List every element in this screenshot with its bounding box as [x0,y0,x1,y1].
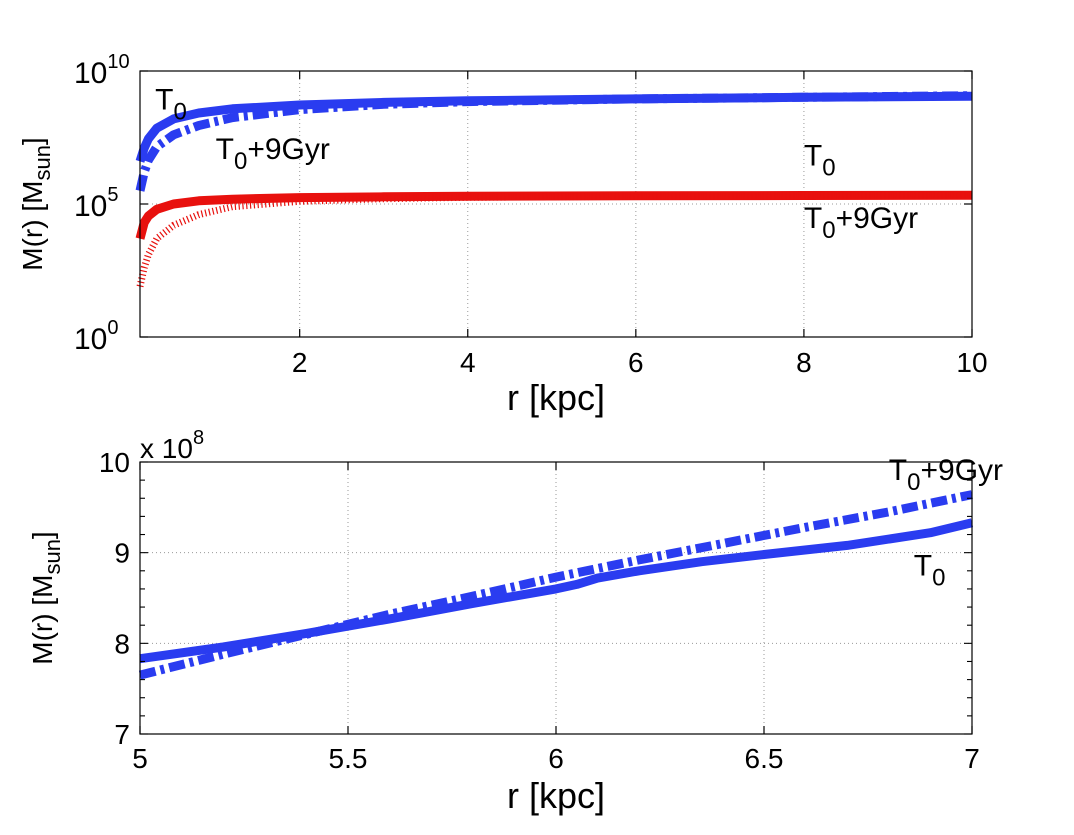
top-annotation-3: T0+9Gyr [804,202,918,244]
bottom-y-tick-label-2: 9 [114,538,130,569]
bottom-y-tick-label-0: 7 [114,719,130,750]
bottom-x-tick-label-3: 6.5 [745,743,784,774]
bottom-x-tick-labels: 5 5.5 6 6.5 7 [132,743,980,774]
top-annotation-2: T0 [804,139,836,181]
top-series [135,91,973,288]
top-panel: 2 4 6 8 10 100 105 1010 T0 T0+9Gyr T0 T0+9Gyr r [… [17,51,988,418]
bottom-y-tick-label-1: 8 [114,628,130,659]
top-y-tick-label-2: 1010 [74,51,130,90]
top-y-tick-labels: 100 105 1010 [74,51,130,356]
top-x-tick-label-3: 8 [796,347,812,378]
top-x-tick-label-1: 4 [460,347,476,378]
bottom-y-axis-label: M(r) [Msun] [27,531,65,664]
bottom-y-tick-label-3: 10 [99,447,130,478]
bottom-annotations: T0+9Gyr T0 [889,454,1003,591]
top-ticks [140,70,973,338]
bottom-x-tick-label-1: 5.5 [329,743,368,774]
top-series-line-1 [135,91,973,192]
bottom-x-tick-label-0: 5 [132,743,148,774]
bottom-x-tick-label-4: 7 [964,743,980,774]
bottom-ticks [139,461,973,735]
top-series-line-2 [135,190,973,240]
bottom-y-tick-labels: 7 8 9 10 [99,447,130,750]
top-x-axis-label: r [kpc] [507,377,605,418]
top-y-tick-label-0: 100 [74,317,119,356]
bottom-annotation-1: T0 [914,549,946,591]
top-annotation-1: T0+9Gyr [216,133,330,175]
top-x-tick-label-0: 2 [292,347,308,378]
top-x-tick-labels: 2 4 6 8 10 [292,347,988,378]
bottom-x-axis-label: r [kpc] [507,775,605,816]
top-annotation-0: T0 [155,84,187,126]
top-x-tick-label-4: 10 [956,347,987,378]
top-y-axis-label: M(r) [Msun] [17,137,55,270]
top-annotations: T0 T0+9Gyr T0 T0+9Gyr [155,84,918,244]
top-x-tick-label-2: 6 [628,347,644,378]
bottom-y-multiplier: x 108 [140,427,204,464]
bottom-x-tick-label-2: 6 [548,743,564,774]
bottom-series [138,490,974,680]
bottom-annotation-0: T0+9Gyr [889,454,1003,496]
top-y-tick-label-1: 105 [74,184,119,223]
bottom-series-line-1 [138,490,973,680]
